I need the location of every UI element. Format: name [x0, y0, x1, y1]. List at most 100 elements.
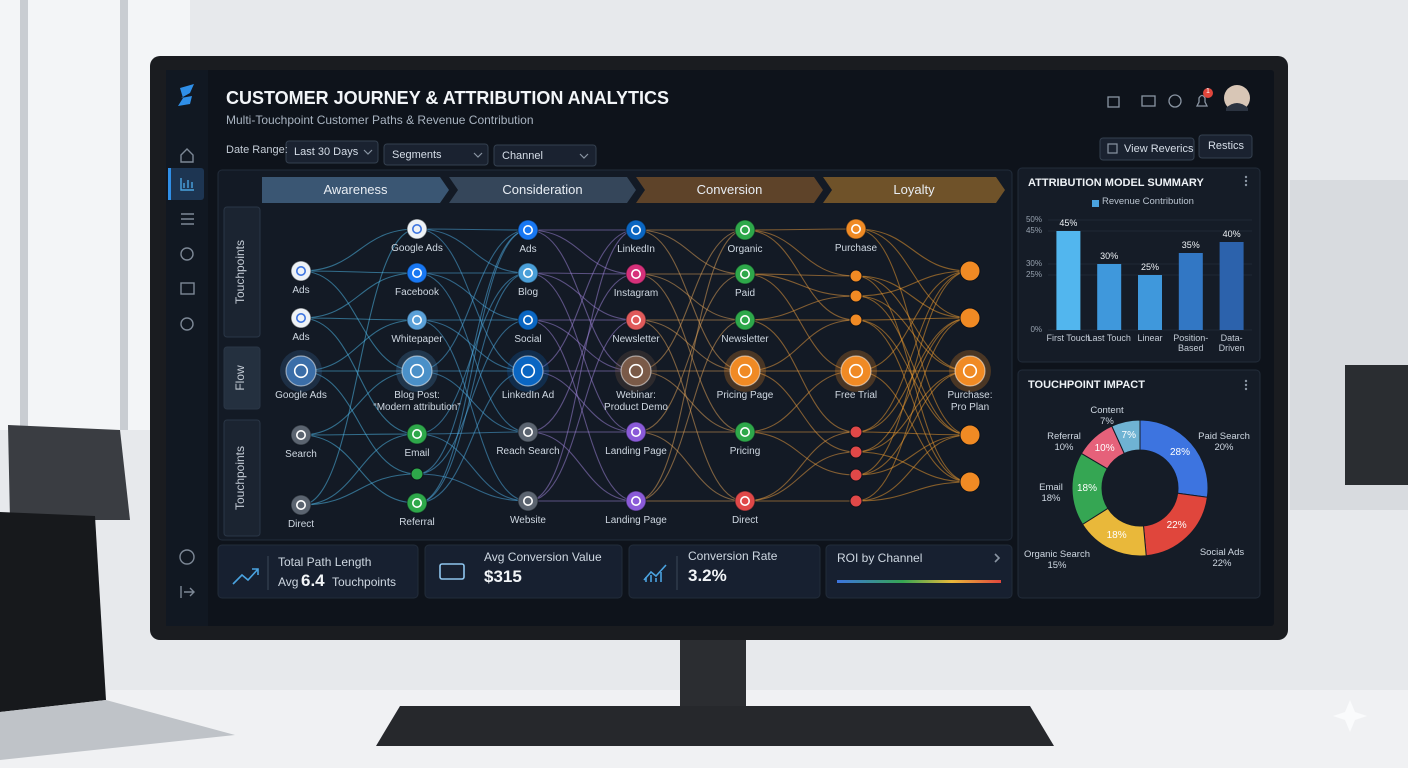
node-label[interactable]: Referral [399, 517, 435, 528]
chevron[interactable] [994, 553, 1001, 563]
expand-icon[interactable] [1107, 96, 1120, 108]
kpi-unit: Touchpoints [332, 575, 397, 589]
node-label[interactable]: Google Ads [275, 390, 327, 401]
flow-edge [855, 317, 971, 502]
flow-node [959, 424, 981, 446]
menu-dot[interactable] [1244, 183, 1248, 187]
callout-value: 10% [1054, 442, 1074, 453]
date-dropdown[interactable] [285, 140, 379, 164]
node-label[interactable]: Free Trial [834, 390, 878, 401]
help-icon[interactable] [1168, 94, 1182, 108]
node-label[interactable]: Pricing Page [716, 390, 774, 401]
node-label[interactable]: Blog [517, 287, 539, 298]
node-label[interactable]: Blog Post: “Modern attribution” [373, 390, 461, 413]
node-icon [848, 363, 864, 379]
node-label[interactable]: Whitepaper [391, 334, 443, 345]
kpi-card[interactable] [825, 544, 1013, 599]
node-label[interactable]: Pricing [729, 446, 761, 457]
bar [1097, 264, 1122, 330]
menu-dot[interactable] [1244, 179, 1248, 183]
node-label[interactable]: Facebook [395, 287, 439, 298]
sidebar-active[interactable] [168, 168, 204, 200]
flow-edge [527, 229, 637, 502]
x-tick-label: First Touch [1046, 333, 1091, 343]
kpi-title[interactable]: ROI by Channel [837, 551, 923, 565]
node-label[interactable]: Landing Page [605, 515, 667, 526]
flow-edge [855, 451, 971, 483]
segments-dropdown[interactable] [383, 143, 489, 166]
node-label[interactable]: Webinar: Product Demo [604, 390, 668, 413]
chart-icon[interactable] [180, 178, 194, 191]
node-label[interactable]: LinkedIn Ad [501, 390, 555, 401]
node-label[interactable]: Direct [287, 519, 315, 530]
node-label[interactable]: Newsletter [612, 334, 660, 345]
menu-dot[interactable] [1244, 387, 1248, 391]
node-label[interactable]: Paid [734, 288, 756, 299]
node-icon [409, 363, 425, 379]
node-label[interactable]: Purchase [834, 243, 878, 254]
node-label[interactable]: Newsletter [721, 334, 769, 345]
chart-title: TOUCHPOINT IMPACT [1028, 379, 1145, 391]
node-icon [522, 495, 533, 506]
callout-value: 15% [1047, 560, 1067, 571]
flow-edge [855, 275, 971, 483]
node-label[interactable]: Google Ads [391, 243, 443, 254]
flow-edge [635, 273, 746, 433]
flow-node [406, 218, 428, 240]
node-label[interactable]: Social [514, 334, 542, 345]
help-icon[interactable] [179, 549, 195, 565]
window-frame [120, 0, 128, 430]
logout-icon[interactable] [180, 586, 195, 598]
message-icon[interactable] [1141, 95, 1156, 107]
node-label[interactable]: Search [285, 449, 317, 460]
restics-button[interactable] [1198, 134, 1253, 159]
filter-label: Date Range: [226, 144, 288, 156]
report-icon[interactable] [180, 282, 195, 295]
flow-edge [300, 433, 418, 436]
node-label[interactable]: Landing Page [605, 446, 667, 457]
settings-icon[interactable] [180, 317, 194, 331]
segments-value[interactable]: Segments [392, 149, 442, 161]
flow-node [406, 262, 428, 284]
dashboard-title: CUSTOMER JOURNEY & ATTRIBUTION ANALYTICS [226, 88, 670, 108]
side-label: Flow [233, 365, 248, 391]
node-label[interactable]: Direct [731, 515, 759, 526]
view-button-label[interactable]: View Reverics [1124, 143, 1194, 155]
node-label[interactable]: Ads [292, 332, 310, 343]
menu-dot[interactable] [1244, 175, 1248, 179]
flow-edge [855, 270, 971, 297]
menu-dot[interactable] [1244, 379, 1248, 383]
menu-dot[interactable] [1244, 383, 1248, 387]
node-label[interactable]: Instagram [613, 288, 659, 299]
flow-edge [527, 319, 637, 502]
callout-value: 22% [1212, 558, 1232, 569]
donut-slice [1111, 419, 1141, 455]
node-label[interactable]: Ads [292, 285, 310, 296]
node-label[interactable]: Purchase: Pro Plan [947, 390, 993, 413]
channel-dropdown[interactable] [493, 144, 597, 167]
flow-node [625, 219, 647, 241]
view-button[interactable] [1099, 137, 1195, 161]
bar [1138, 275, 1162, 330]
slice-label: 7% [1121, 430, 1136, 442]
home-icon[interactable] [180, 148, 194, 163]
flow-edge [416, 433, 529, 502]
flow-edge [416, 229, 529, 372]
bell-icon[interactable] [1195, 94, 1209, 107]
history-icon[interactable] [180, 247, 194, 261]
node-label[interactable]: Website [510, 515, 546, 526]
node-label[interactable]: LinkedIn [617, 244, 655, 255]
restics-button-label[interactable]: Restics [1207, 140, 1245, 152]
node-label[interactable]: Email [404, 448, 430, 459]
channel-value[interactable]: Channel [502, 150, 543, 162]
date-value[interactable]: Last 30 Days [294, 146, 359, 158]
filter-icon[interactable] [181, 213, 194, 225]
flow-node [625, 309, 647, 331]
y-tick-label: 25% [1025, 270, 1042, 279]
node-label[interactable]: Reach Search [496, 446, 560, 457]
avatar[interactable] [1224, 85, 1250, 111]
node-label[interactable]: Organic [727, 244, 763, 255]
node-label[interactable]: Ads [519, 244, 537, 255]
node-icon [522, 225, 533, 236]
growth-icon [643, 564, 667, 581]
